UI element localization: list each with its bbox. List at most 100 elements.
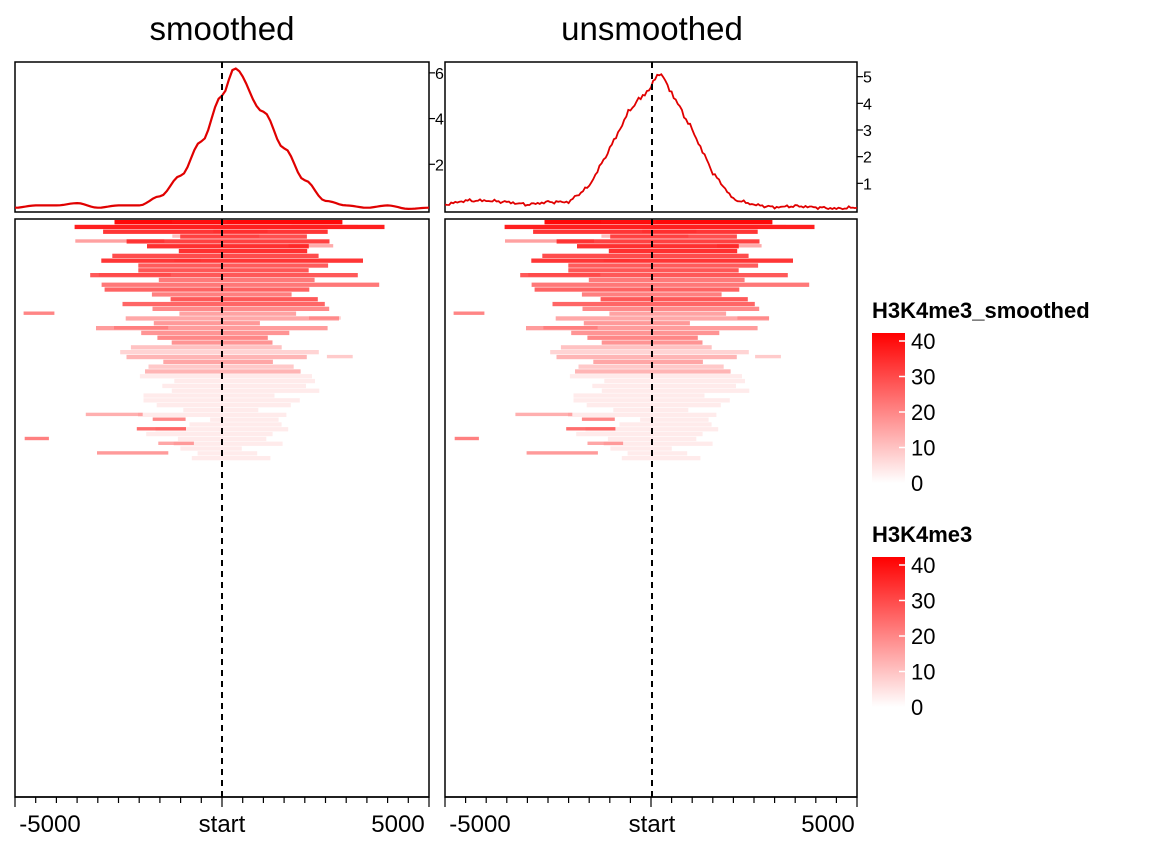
heatmap-row-smoothed <box>126 354 307 360</box>
heatmap-streak-smoothed <box>171 220 228 224</box>
legend-h3k4me3: H3K4me3 40 30 20 10 0 <box>872 522 972 720</box>
heatmap-row-smoothed <box>141 330 290 336</box>
heatmap-row-smoothed <box>138 268 309 273</box>
x-tick-label-left-unsmoothed: -5000 <box>449 811 510 838</box>
heatmap-row-smoothed <box>104 287 310 292</box>
heatmap-row-smoothed <box>114 220 343 225</box>
heatmap-row-unsmoothed <box>604 378 745 384</box>
heatmap-streak-smoothed <box>98 273 171 277</box>
heatmap-row-unsmoothed <box>544 220 773 225</box>
heatmap-row-smoothed <box>152 306 330 311</box>
heatmap-row-unsmoothed <box>583 321 690 326</box>
heatmap-streak-unsmoothed <box>717 244 762 248</box>
x-tick-label-center-unsmoothed: start <box>629 811 676 838</box>
heatmap-row-smoothed <box>158 277 315 283</box>
panel-title-unsmoothed: unsmoothed <box>561 10 743 47</box>
heatmap-streak-unsmoothed <box>566 427 616 431</box>
heatmap-streak-unsmoothed <box>601 220 657 224</box>
heatmap-row-smoothed <box>122 301 325 307</box>
heatmap-row-smoothed <box>183 407 259 413</box>
heatmap-streak-unsmoothed <box>454 436 479 441</box>
heatmap-row-smoothed <box>147 244 309 249</box>
heatmap-row-smoothed <box>120 350 319 355</box>
legend-tick-label-smoothed: 40 <box>911 329 935 354</box>
x-tick-label-center-smoothed: start <box>199 811 246 838</box>
legend-colorbar-unsmoothed <box>872 557 905 707</box>
heatmap-row-unsmoothed <box>555 316 769 321</box>
heatmap-row-unsmoothed <box>576 431 703 437</box>
heatmap-row-smoothed <box>162 383 306 389</box>
heatmap-streak-smoothed <box>291 224 358 229</box>
legend-tick-label-unsmoothed: 10 <box>911 660 935 685</box>
heatmap-row-smoothed <box>174 378 315 384</box>
y-tick-label-smoothed: 2 <box>435 157 444 174</box>
heatmap-row-smoothed <box>153 321 260 326</box>
x-axis-unsmoothed: -5000 start 5000 <box>444 796 858 838</box>
heatmap-streak-smoothed <box>97 451 169 455</box>
heatmap-row-smoothed <box>189 422 282 427</box>
heatmap-row-unsmoothed <box>601 388 750 393</box>
y-tick-label-unsmoothed: 4 <box>863 96 872 113</box>
heatmap-row-unsmoothed <box>560 345 712 350</box>
heatmap-row-unsmoothed <box>600 297 748 302</box>
x-tick-label-right-unsmoothed: 5000 <box>801 811 854 838</box>
heatmap-streak-smoothed <box>85 412 143 417</box>
heatmap-streak-smoothed <box>23 311 55 315</box>
heatmap-row-smoothed <box>103 229 328 234</box>
heatmap-row-unsmoothed <box>577 244 739 249</box>
y-tick-label-smoothed: 4 <box>435 112 444 129</box>
heatmap-streak-unsmoothed <box>737 316 770 320</box>
heatmap-row-smoothed <box>191 456 271 461</box>
x-tick-label-left-smoothed: -5000 <box>19 811 80 838</box>
heatmap-row-unsmoothed <box>582 306 760 311</box>
heatmap-row-smoothed <box>96 326 328 331</box>
heatmap-row-unsmoothed <box>587 335 698 340</box>
heatmap-row-smoothed <box>145 369 301 374</box>
legend-title-unsmoothed: H3K4me3 <box>872 522 972 547</box>
heatmap-streak-smoothed <box>213 229 268 233</box>
heatmap-row-unsmoothed <box>588 277 745 283</box>
heatmap-row-smoothed <box>90 273 358 278</box>
heatmap-row-smoothed <box>197 451 258 456</box>
heatmap-row-unsmoothed <box>520 273 788 278</box>
heatmap-row-smoothed <box>130 345 282 350</box>
legend-tick-label-unsmoothed: 0 <box>911 695 923 720</box>
heatmap-row-unsmoothed <box>603 441 713 446</box>
heatmap-streak-smoothed <box>114 326 169 330</box>
heatmap-streak-smoothed <box>75 239 165 243</box>
heatmap-row-smoothed <box>180 446 242 451</box>
heatmap-streak-unsmoothed <box>543 326 598 330</box>
heatmap-row-smoothed <box>101 258 364 263</box>
heatmap-row-unsmoothed <box>504 224 815 230</box>
heatmap-row-smoothed <box>146 431 273 437</box>
heatmap-smoothed <box>23 220 385 461</box>
heatmap-row-unsmoothed <box>526 326 758 331</box>
heatmap-row-smoothed <box>101 282 380 287</box>
heatmap-row-unsmoothed <box>593 359 703 364</box>
legend-colorbar-smoothed <box>872 333 905 483</box>
x-tick-label-right-smoothed: 5000 <box>371 811 424 838</box>
heatmap-streak-smoothed <box>158 441 194 445</box>
heatmap-row-unsmoothed <box>581 292 722 297</box>
panel-title-smoothed: smoothed <box>150 10 295 47</box>
heatmap-row-unsmoothed <box>640 417 709 422</box>
heatmap-row-unsmoothed <box>627 451 688 456</box>
legend-tick-label-smoothed: 0 <box>911 471 923 496</box>
heatmap-row-smoothed <box>170 297 318 302</box>
heatmap-row-unsmoothed <box>568 268 739 273</box>
y-tick-label-unsmoothed: 5 <box>863 70 872 87</box>
heatmap-row-unsmoothed <box>556 354 737 360</box>
legend-tick-label-unsmoothed: 20 <box>911 624 935 649</box>
heatmap-row-smoothed <box>171 388 320 393</box>
heatmap-streak-unsmoothed <box>603 258 630 262</box>
heatmap-streak-unsmoothed <box>528 273 601 277</box>
heatmap-row-unsmoothed <box>531 282 810 287</box>
heatmap-row-unsmoothed <box>568 263 759 268</box>
legend-tick-label-smoothed: 30 <box>911 365 935 390</box>
heatmap-streak-unsmoothed <box>581 417 615 421</box>
heatmap-row-unsmoothed <box>556 239 760 244</box>
heatmap-row-unsmoothed <box>592 383 736 389</box>
legend-h3k4me3-smoothed: H3K4me3_smoothed 40 30 20 10 0 <box>872 298 1090 496</box>
heatmap-row-smoothed <box>179 311 297 316</box>
heatmap-row-smoothed <box>180 234 307 239</box>
